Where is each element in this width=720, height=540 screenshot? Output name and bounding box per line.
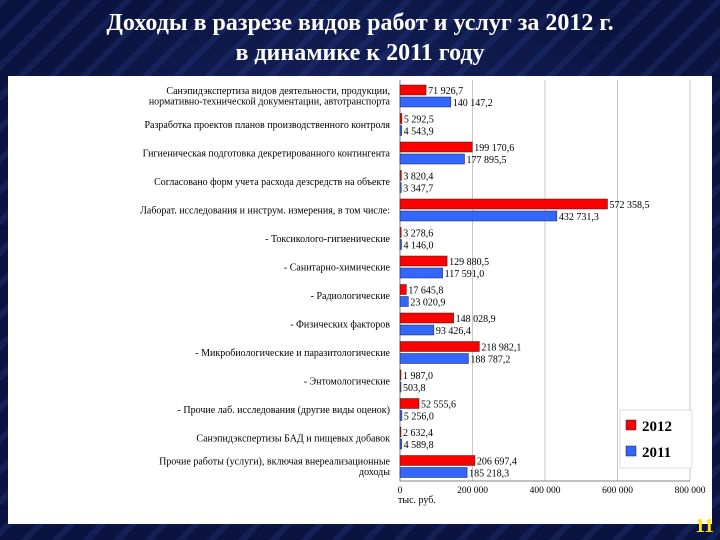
bar-2012-11	[399, 398, 420, 409]
data-label-2011-12: 4 589,8	[404, 440, 434, 451]
bar-2012-4	[399, 198, 608, 210]
category-label-3: Согласовано форм учета расхода дезсредст…	[154, 177, 390, 188]
x-tick-label-0: 0	[398, 486, 403, 496]
data-label-2012-13: 206 697,4	[477, 457, 517, 468]
data-label-2012-6: 129 880,5	[449, 257, 489, 268]
data-label-2011-6: 117 591,0	[445, 269, 485, 280]
bar-2012-5	[399, 227, 402, 238]
data-label-2011-9: 188 787,2	[470, 355, 510, 366]
bar-2012-10	[399, 369, 402, 381]
data-label-2012-5: 3 278,6	[403, 229, 433, 240]
bar-2011-11	[399, 410, 403, 421]
data-label-2012-7: 17 645,8	[408, 286, 443, 297]
data-label-2012-11: 52 555,6	[421, 400, 456, 411]
data-label-2011-5: 4 146,0	[404, 241, 434, 252]
legend-swatch-2011	[625, 445, 637, 457]
x-tick-label-1: 200 000	[457, 486, 488, 496]
category-label-0-0: Санэпидэкспертиза видов деятельности, пр…	[166, 86, 390, 97]
data-label-2011-0: 140 147,2	[453, 98, 493, 109]
bar-2012-7	[399, 284, 407, 295]
x-axis-label: тыс. руб.	[398, 495, 436, 506]
legend-label-2012: 2012	[642, 419, 672, 435]
bar-2011-2	[399, 153, 465, 165]
data-label-2012-1: 5 292,5	[404, 115, 434, 126]
bar-2012-1	[399, 113, 403, 124]
bar-2011-5	[399, 239, 402, 250]
category-label-6: - Санитарно-химические	[284, 262, 391, 273]
bar-2011-6	[399, 267, 443, 279]
x-tick-label-4: 800 000	[675, 486, 706, 496]
legend-swatch-2012	[625, 419, 637, 431]
data-label-2012-9: 218 982,1	[481, 343, 521, 354]
bar-2011-3	[399, 182, 402, 193]
data-label-2011-10: 503,8	[403, 383, 426, 394]
category-label-12: Санэпидэкспертизы БАД и пищевых добавок	[196, 433, 390, 444]
bar-2011-8	[399, 324, 435, 336]
bar-2011-4	[399, 210, 558, 222]
data-label-2011-2: 177 895,5	[466, 155, 506, 166]
data-label-2011-4: 432 731,3	[559, 212, 599, 223]
bar-2011-0	[399, 96, 452, 108]
bar-2012-6	[399, 255, 448, 267]
data-label-2011-11: 5 256,0	[404, 412, 434, 423]
category-label-9: - Микробиологические и паразитологически…	[195, 348, 390, 359]
category-label-4: Лаборат. исследования и инструм. измерен…	[140, 205, 390, 216]
data-label-2012-8: 148 028,9	[456, 314, 496, 325]
category-label-0-1: нормативно-технической документации, авт…	[149, 97, 391, 108]
category-label-2: Гигиеническая подготовка декретированног…	[143, 148, 391, 159]
data-label-2012-2: 199 170,6	[474, 143, 514, 154]
bar-2012-13	[399, 455, 476, 466]
data-label-2012-0: 71 926,7	[428, 86, 463, 97]
title-line-1: Доходы в разрезе видов работ и услуг за …	[106, 10, 614, 36]
category-label-5: - Токсиколого-гигиенические	[265, 234, 390, 245]
bar-2012-0	[399, 84, 427, 96]
category-label-13-0: Прочие работы (услуги), включая внереали…	[159, 457, 390, 468]
category-label-1: Разработка проектов планов производствен…	[144, 120, 390, 131]
category-label-7: - Радиологические	[311, 291, 391, 302]
bar-2012-3	[399, 170, 402, 181]
data-label-2012-10: 1 987,0	[403, 371, 433, 382]
category-label-11: - Прочие лаб. исследования (другие виды …	[178, 405, 390, 416]
bar-2012-12	[399, 426, 402, 438]
data-label-2011-13: 185 218,3	[469, 469, 509, 480]
legend-label-2011: 2011	[642, 445, 671, 461]
data-label-2012-3: 3 820,4	[403, 172, 433, 183]
data-label-2011-8: 93 426,4	[436, 326, 471, 337]
bar-2012-9	[399, 341, 480, 352]
bar-chart: 0 200 000 400 000 600 000 800 000 тыс. руб. Са…	[140, 80, 706, 506]
data-label-2012-12: 2 632,4	[403, 428, 433, 439]
bar-2012-8	[399, 312, 454, 324]
category-label-8: - Физических факторов	[290, 319, 390, 330]
bar-2012-2	[399, 141, 473, 153]
chart-panel: 0 200 000 400 000 600 000 800 000 тыс. руб. Са…	[8, 76, 712, 524]
legend-box	[619, 409, 693, 469]
data-label-2011-1: 4 543,9	[404, 127, 434, 138]
data-label-2011-7: 23 020,9	[410, 298, 445, 309]
data-label-2012-4: 572 358,5	[609, 200, 649, 211]
x-tick-label-2: 400 000	[530, 486, 561, 496]
bar-2011-1	[399, 125, 402, 136]
bar-2011-10	[399, 381, 402, 393]
category-label-13-1: доходы	[359, 467, 390, 478]
title-line-2: в динамике к 2011 году	[235, 40, 485, 66]
bar-2011-9	[399, 353, 469, 364]
x-tick-label-3: 600 000	[602, 486, 633, 496]
page-title: Доходы в разрезе видов работ и услуг за …	[0, 8, 720, 68]
page-number: 11	[695, 515, 714, 537]
bar-2011-13	[399, 467, 468, 478]
category-label-10: - Энтомологические	[304, 376, 391, 387]
bar-2011-12	[399, 438, 402, 450]
bar-2011-7	[399, 296, 409, 307]
data-label-2011-3: 3 347,7	[403, 184, 433, 195]
